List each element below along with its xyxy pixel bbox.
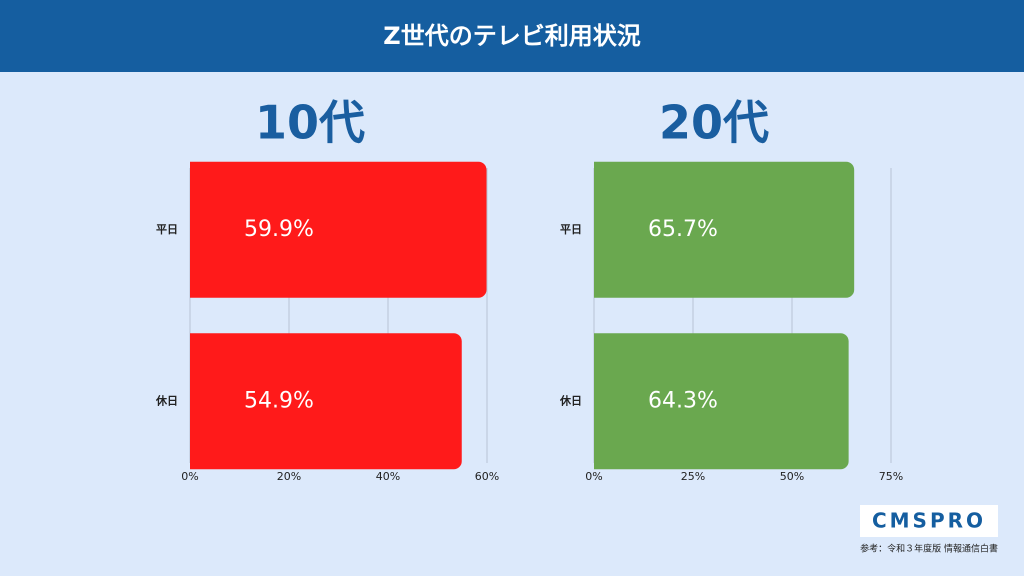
bar — [594, 161, 855, 298]
logo: CMSPRO — [872, 509, 986, 533]
x-tick-label: 0% — [585, 470, 602, 483]
x-tick-label: 40% — [376, 470, 400, 483]
logo-box — [860, 505, 998, 537]
category-label: 平日 — [156, 223, 178, 236]
value-label: 59.9% — [244, 217, 314, 242]
bar — [190, 333, 462, 470]
source-note: 参考：令和３年度版 情報通信白書 — [860, 543, 998, 555]
x-tick-label: 25% — [681, 470, 705, 483]
x-tick-label: 60% — [475, 470, 499, 483]
x-tick-label: 75% — [879, 470, 903, 483]
header-bar — [0, 0, 1024, 72]
page-title: Z世代のテレビ利用状況 — [383, 22, 640, 50]
bar — [190, 161, 487, 298]
chart-title: 10代 — [255, 96, 365, 150]
category-label: 休日 — [155, 393, 178, 407]
x-tick-label: 0% — [181, 470, 198, 483]
category-label: 平日 — [560, 223, 582, 236]
chart-title: 20代 — [659, 96, 769, 150]
x-tick-label: 50% — [780, 470, 804, 483]
value-label: 64.3% — [648, 388, 718, 413]
category-label: 休日 — [559, 393, 582, 407]
value-label: 54.9% — [244, 388, 314, 413]
bar — [594, 333, 849, 470]
x-tick-label: 20% — [277, 470, 301, 483]
value-label: 65.7% — [648, 217, 718, 242]
